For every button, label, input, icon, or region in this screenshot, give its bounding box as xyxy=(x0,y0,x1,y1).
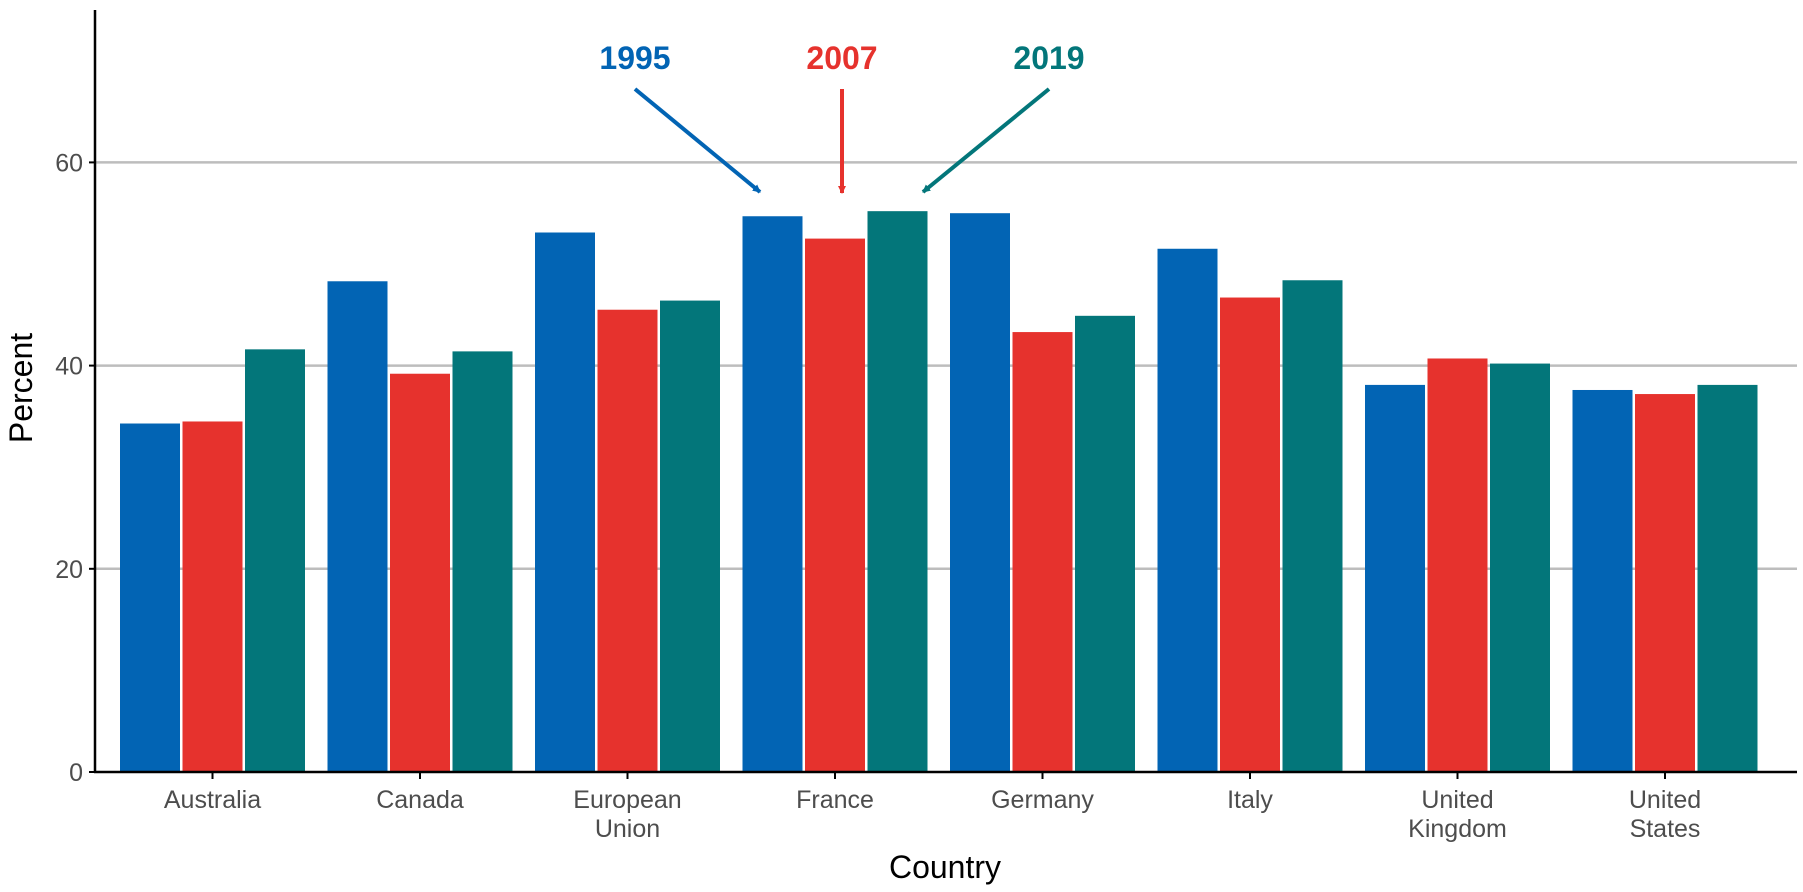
bar-1995-1 xyxy=(327,281,388,772)
bar-2007-5 xyxy=(1220,297,1280,772)
bar-2019-3 xyxy=(867,211,928,773)
callouts: 1995 2007 2019 xyxy=(599,40,1085,194)
bar-2019-5 xyxy=(1282,280,1343,772)
bars xyxy=(120,211,1758,773)
y-tick-label: 20 xyxy=(55,556,83,584)
bar-1995-3 xyxy=(742,216,803,773)
y-axis-title: Percent xyxy=(3,333,39,443)
bar-1995-0 xyxy=(120,423,180,772)
bar-2007-2 xyxy=(597,309,658,772)
x-tick-label: Union xyxy=(595,815,660,843)
axes xyxy=(89,10,1797,779)
x-tick-label: United xyxy=(1629,786,1701,814)
callout-label-1995: 1995 xyxy=(599,40,670,76)
callout-label-2007: 2007 xyxy=(806,40,877,76)
callout-arrow-1995 xyxy=(633,87,762,194)
bar-2007-6 xyxy=(1427,358,1488,772)
x-tick-label: Italy xyxy=(1227,786,1273,814)
x-axis-title: Country xyxy=(889,849,1001,885)
bar-2019-4 xyxy=(1075,315,1135,772)
y-tick-label: 60 xyxy=(55,149,83,177)
x-tick-label: European xyxy=(573,786,681,814)
bar-2007-1 xyxy=(390,373,450,772)
bar-2019-0 xyxy=(245,349,305,772)
bar-1995-6 xyxy=(1365,384,1425,772)
bar-2007-7 xyxy=(1635,394,1695,772)
x-tick-label: States xyxy=(1630,815,1701,843)
x-tick-label: Canada xyxy=(376,786,464,814)
bar-1995-2 xyxy=(535,232,595,772)
y-tick-label: 0 xyxy=(69,759,83,787)
x-tick-label: Kingdom xyxy=(1408,815,1507,843)
x-tick-label: Australia xyxy=(164,786,261,814)
bar-2019-7 xyxy=(1697,384,1758,772)
x-tick-label: Germany xyxy=(991,786,1094,814)
callout-label-2019: 2019 xyxy=(1013,40,1084,76)
bar-2019-1 xyxy=(452,351,513,772)
bar-2007-4 xyxy=(1012,332,1073,772)
y-tick-label: 40 xyxy=(55,353,83,381)
x-tick-label: United xyxy=(1421,786,1493,814)
bar-2007-3 xyxy=(805,238,865,773)
callout-arrow-2019 xyxy=(921,87,1051,194)
bar-1995-5 xyxy=(1157,248,1218,772)
bar-2019-6 xyxy=(1490,363,1550,772)
bar-1995-4 xyxy=(950,213,1010,772)
x-tick-label: France xyxy=(796,786,874,814)
bar-2007-0 xyxy=(182,421,243,772)
bar-1995-7 xyxy=(1572,389,1633,772)
bar-2019-2 xyxy=(660,300,720,772)
